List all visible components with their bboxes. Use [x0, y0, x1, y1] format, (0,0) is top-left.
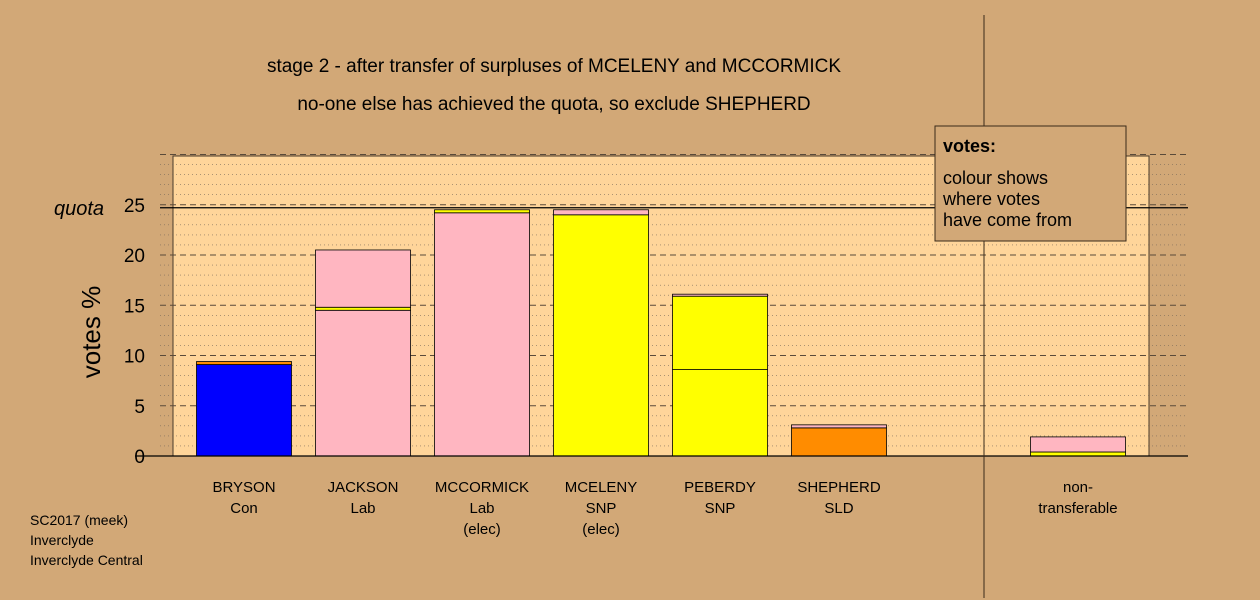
y-tick-label: 10	[124, 347, 145, 368]
bar-segment	[553, 209, 649, 216]
x-tick-label: Lab	[469, 500, 494, 517]
legend-line: have come from	[943, 210, 1072, 230]
bar-bryson	[196, 361, 292, 457]
x-tick-label: MCCORMICK	[435, 479, 529, 496]
x-tick-label: (elec)	[582, 521, 620, 538]
legend-box: votes: colour shows where votes have com…	[934, 125, 1127, 242]
chart-subtitle: no-one else has achieved the quota, so e…	[297, 94, 810, 115]
bar-segment	[196, 361, 292, 365]
bar-segment	[1030, 451, 1126, 457]
footer-info: SC2017 (meek) Inverclyde Inverclyde Cent…	[30, 510, 143, 570]
bar-shepherd	[791, 424, 887, 457]
x-tick-label: Con	[230, 500, 258, 517]
y-axis-title: votes %	[76, 286, 106, 379]
bar-segment	[672, 369, 768, 457]
y-axis: 0 5 10 15 20 25	[124, 196, 145, 468]
chart-title: stage 2 - after transfer of surpluses of…	[267, 56, 841, 77]
footer-council: Inverclyde	[30, 532, 94, 548]
legend-line: colour shows	[943, 168, 1048, 188]
bar-segment	[315, 249, 411, 308]
x-tick-label: transferable	[1038, 500, 1117, 517]
footer-ward: Inverclyde Central	[30, 552, 143, 568]
x-tick-label: BRYSON	[212, 479, 275, 496]
footer-election: SC2017 (meek)	[30, 512, 129, 528]
bar-segment	[196, 364, 292, 457]
x-tick-label: MCELENY	[565, 479, 638, 496]
bar-segment	[1030, 436, 1126, 453]
bar-segment	[434, 209, 530, 214]
quota-label: quota	[54, 198, 104, 220]
bar-segment	[315, 309, 411, 457]
bar-segment	[553, 214, 649, 457]
x-tick-label: Lab	[350, 500, 375, 517]
bar-jackson	[315, 249, 411, 457]
x-tick-label: PEBERDY	[684, 479, 756, 496]
x-tick-label: non-	[1063, 479, 1093, 496]
legend-line: where votes	[942, 189, 1040, 209]
bar-mccormick	[434, 209, 530, 457]
y-tick-label: 5	[134, 397, 145, 418]
x-tick-label: SLD	[824, 500, 853, 517]
bar-segment	[791, 427, 887, 457]
bar-segment	[791, 424, 887, 429]
bars	[196, 209, 1126, 457]
bar-non	[1030, 436, 1126, 457]
legend-heading: votes:	[943, 136, 996, 156]
x-axis-labels: BRYSON Con JACKSON Lab MCCORMICK Lab (elec) MCE…	[212, 479, 1117, 538]
y-tick-label: 20	[124, 246, 145, 267]
x-tick-label: JACKSON	[328, 479, 399, 496]
x-tick-label: SNP	[705, 500, 736, 517]
y-tick-label: 25	[124, 196, 145, 217]
y-tick-label: 15	[124, 296, 145, 317]
x-tick-label: SNP	[586, 500, 617, 517]
bar-peberdy	[672, 293, 768, 457]
bar-segment	[672, 293, 768, 297]
bar-segment	[315, 306, 411, 311]
x-tick-label: (elec)	[463, 521, 501, 538]
y-tick-label: 0	[134, 447, 145, 468]
x-tick-label: SHEPHERD	[797, 479, 881, 496]
bar-segment	[434, 212, 530, 457]
bar-segment	[672, 295, 768, 370]
bar-mceleny	[553, 209, 649, 457]
